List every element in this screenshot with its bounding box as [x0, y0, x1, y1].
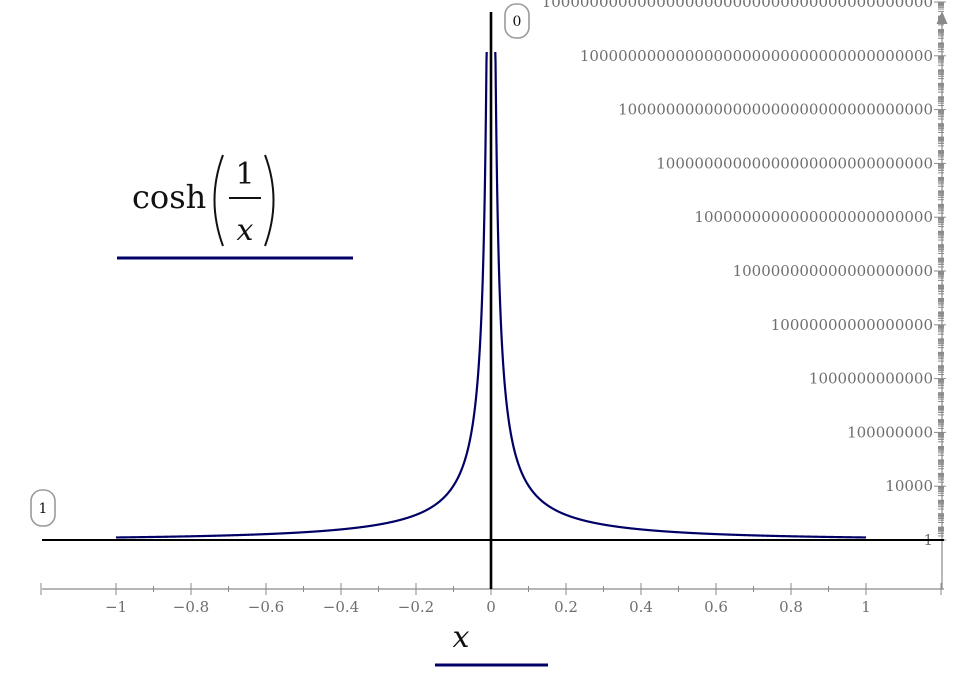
x-tick-label: −0.6	[248, 598, 284, 616]
x-axis-ticks: −1 −0.8 −0.6 −0.4 −0.2 0 0.2 0.4 0.6 0.8 1	[40, 583, 942, 616]
x-tick-label: −0.2	[398, 598, 434, 616]
x-tick-label: −1	[105, 598, 127, 616]
legend-left-paren	[213, 154, 224, 247]
y-tick-label: 100000000	[847, 423, 933, 441]
y-tick-label: 10000000000000000	[771, 316, 933, 334]
x-tick-label: 1	[861, 598, 871, 616]
y-tick-label: 1000000000000000000000000000000000000	[580, 47, 933, 65]
function-curves	[115, 51, 867, 539]
badge-top: 0	[504, 3, 530, 39]
x-tick-label: 0.2	[554, 598, 578, 616]
curve-right-branch	[494, 51, 867, 539]
y-tick-label: 1000000000000000000000000	[694, 208, 933, 226]
x-tick-label: 0.6	[704, 598, 728, 616]
x-tick-label: −0.4	[323, 598, 359, 616]
badge-left-label: 1	[39, 501, 48, 517]
legend-numerator: 1	[235, 157, 254, 192]
x-tick-label: 0.4	[629, 598, 653, 616]
y-tick-label: 100000000000000000000000000000000	[618, 101, 933, 119]
x-tick-label: −0.8	[173, 598, 209, 616]
x-tick-label: 0	[486, 598, 496, 616]
y-axis-ticks: 1100001000000001000000000000100000000000…	[542, 0, 946, 549]
y-tick-label: 100000000000000000000	[733, 262, 933, 280]
y-tick-label: 1000000000000000000000000000000000000000…	[542, 0, 933, 11]
curve-left-branch	[115, 51, 488, 539]
legend-denominator: x	[237, 213, 254, 248]
x-axis-label-group: x	[435, 620, 548, 667]
y-tick-label: 1000000000000	[809, 370, 933, 388]
y-tick-label: 10000	[885, 477, 933, 495]
legend-fn-name: cosh	[132, 178, 206, 216]
legend-right-paren	[264, 154, 275, 247]
legend: cosh 1 x	[117, 154, 353, 260]
x-tick-label: 0.8	[779, 598, 803, 616]
badge-left: 1	[30, 489, 56, 527]
x-axis-label: x	[453, 620, 470, 655]
y-tick-label: 10000000000000000000000000000	[656, 154, 933, 172]
badge-top-label: 0	[513, 14, 522, 30]
